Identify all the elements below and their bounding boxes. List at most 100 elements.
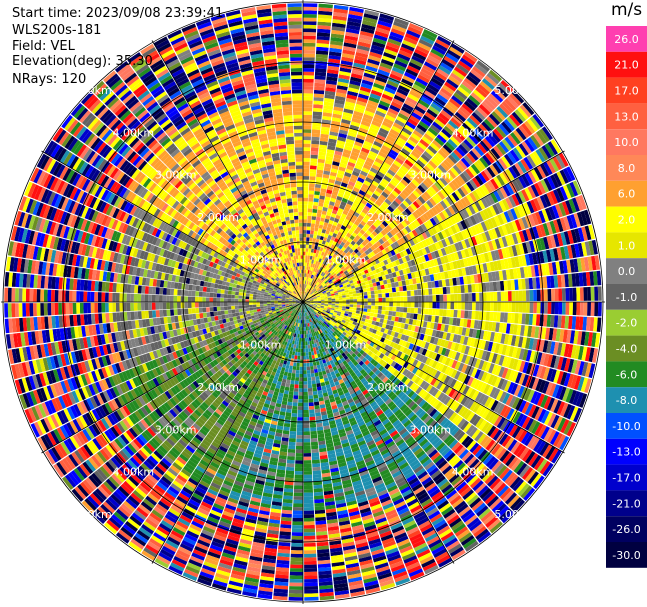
range-gate [392, 98, 404, 106]
range-gate [436, 338, 443, 346]
range-gate [583, 256, 590, 272]
range-gate [520, 324, 525, 336]
range-gate [347, 277, 353, 282]
range-gate [303, 237, 307, 241]
range-gate [316, 169, 324, 174]
range-gate [341, 53, 355, 59]
range-gate [449, 333, 455, 342]
range-gate [326, 309, 331, 313]
range-gate [386, 319, 392, 325]
range-gate [353, 199, 361, 206]
range-gate [343, 270, 349, 275]
range-gate [310, 430, 317, 435]
range-gate [304, 560, 317, 565]
range-gate [317, 205, 323, 211]
range-gate [432, 121, 443, 131]
range-gate [558, 302, 563, 315]
range-gate [375, 246, 382, 253]
range-gate [324, 265, 329, 270]
range-gate [378, 167, 387, 175]
range-gate [515, 145, 526, 158]
range-gate [343, 258, 349, 264]
range-gate [425, 177, 434, 186]
range-gate [416, 102, 428, 112]
range-gate [371, 302, 375, 306]
range-gate [316, 287, 320, 291]
range-gate [363, 113, 374, 121]
range-gate [334, 255, 340, 260]
range-gate [319, 294, 324, 297]
range-gate [377, 309, 382, 315]
range-gate [320, 130, 330, 135]
range-gate [319, 254, 324, 260]
range-gate [477, 222, 485, 233]
range-gate [401, 280, 407, 286]
range-gate [563, 343, 570, 358]
range-gate [306, 277, 309, 281]
range-gate [423, 61, 438, 71]
range-gate [306, 302, 311, 304]
range-gate [544, 143, 555, 157]
range-gate [452, 334, 458, 343]
range-gate [583, 209, 592, 225]
range-gate [518, 302, 523, 313]
range-gate [474, 224, 481, 235]
range-gate [327, 65, 340, 71]
range-gate [369, 239, 376, 246]
range-gate [384, 247, 391, 254]
range-gate [325, 83, 337, 89]
range-gate [459, 106, 471, 117]
range-gate [535, 238, 543, 251]
range-gate [470, 69, 484, 81]
range-gate [342, 299, 347, 302]
range-gate [535, 314, 541, 326]
range-gate [303, 284, 305, 288]
range-gate [502, 269, 507, 281]
range-gate [330, 307, 335, 311]
range-gate [371, 305, 375, 310]
range-gate [352, 114, 363, 121]
range-gate [412, 319, 417, 326]
range-gate [310, 263, 314, 268]
range-gate [333, 154, 342, 160]
range-gate [368, 208, 376, 215]
range-gate [392, 254, 399, 261]
range-gate [414, 48, 428, 58]
range-gate [573, 213, 581, 228]
range-gate [587, 256, 593, 271]
range-gate [355, 217, 362, 224]
range-gate [552, 219, 561, 233]
range-gate [447, 205, 456, 215]
range-gate [475, 292, 480, 302]
range-gate [333, 229, 339, 235]
range-gate [423, 191, 432, 200]
range-gate [481, 243, 488, 253]
range-gate [405, 96, 418, 106]
range-gate [428, 105, 440, 116]
range-gate [461, 54, 476, 66]
range-gate [427, 252, 433, 261]
range-gate [303, 230, 307, 234]
range-gate [470, 274, 475, 284]
range-gate [382, 90, 395, 98]
range-gate [578, 194, 587, 210]
range-gate [401, 106, 413, 115]
range-gate [361, 226, 368, 233]
range-gate [340, 265, 345, 271]
range-gate [367, 291, 371, 295]
range-gate [452, 261, 458, 270]
range-gate [495, 271, 500, 281]
range-gate [527, 170, 537, 184]
range-gate [418, 302, 422, 308]
range-gate [337, 207, 344, 214]
range-gate [303, 445, 311, 450]
range-gate [481, 184, 490, 196]
range-gate [574, 243, 581, 258]
range-gate [463, 218, 471, 229]
range-gate [543, 289, 548, 301]
range-gate [492, 203, 500, 215]
range-gate [336, 287, 341, 291]
range-gate [591, 332, 597, 347]
range-gate [418, 295, 422, 302]
range-gate [376, 262, 382, 269]
